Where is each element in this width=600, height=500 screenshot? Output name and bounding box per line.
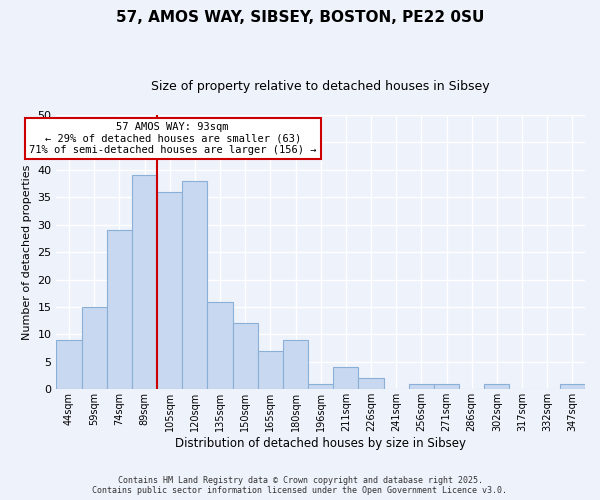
Bar <box>157 192 182 390</box>
Bar <box>233 324 258 390</box>
Bar <box>409 384 434 390</box>
Bar <box>434 384 459 390</box>
Bar <box>560 384 585 390</box>
Bar <box>132 176 157 390</box>
Bar <box>56 340 82 390</box>
Bar <box>208 302 233 390</box>
Bar <box>334 368 358 390</box>
Text: Contains HM Land Registry data © Crown copyright and database right 2025.
Contai: Contains HM Land Registry data © Crown c… <box>92 476 508 495</box>
Bar <box>82 307 107 390</box>
Bar <box>258 351 283 390</box>
Text: 57 AMOS WAY: 93sqm
← 29% of detached houses are smaller (63)
71% of semi-detache: 57 AMOS WAY: 93sqm ← 29% of detached hou… <box>29 122 316 155</box>
Bar <box>358 378 383 390</box>
X-axis label: Distribution of detached houses by size in Sibsey: Distribution of detached houses by size … <box>175 437 466 450</box>
Bar <box>283 340 308 390</box>
Bar <box>484 384 509 390</box>
Bar <box>182 181 208 390</box>
Text: 57, AMOS WAY, SIBSEY, BOSTON, PE22 0SU: 57, AMOS WAY, SIBSEY, BOSTON, PE22 0SU <box>116 10 484 25</box>
Bar <box>308 384 334 390</box>
Title: Size of property relative to detached houses in Sibsey: Size of property relative to detached ho… <box>151 80 490 93</box>
Y-axis label: Number of detached properties: Number of detached properties <box>22 164 32 340</box>
Bar <box>107 230 132 390</box>
